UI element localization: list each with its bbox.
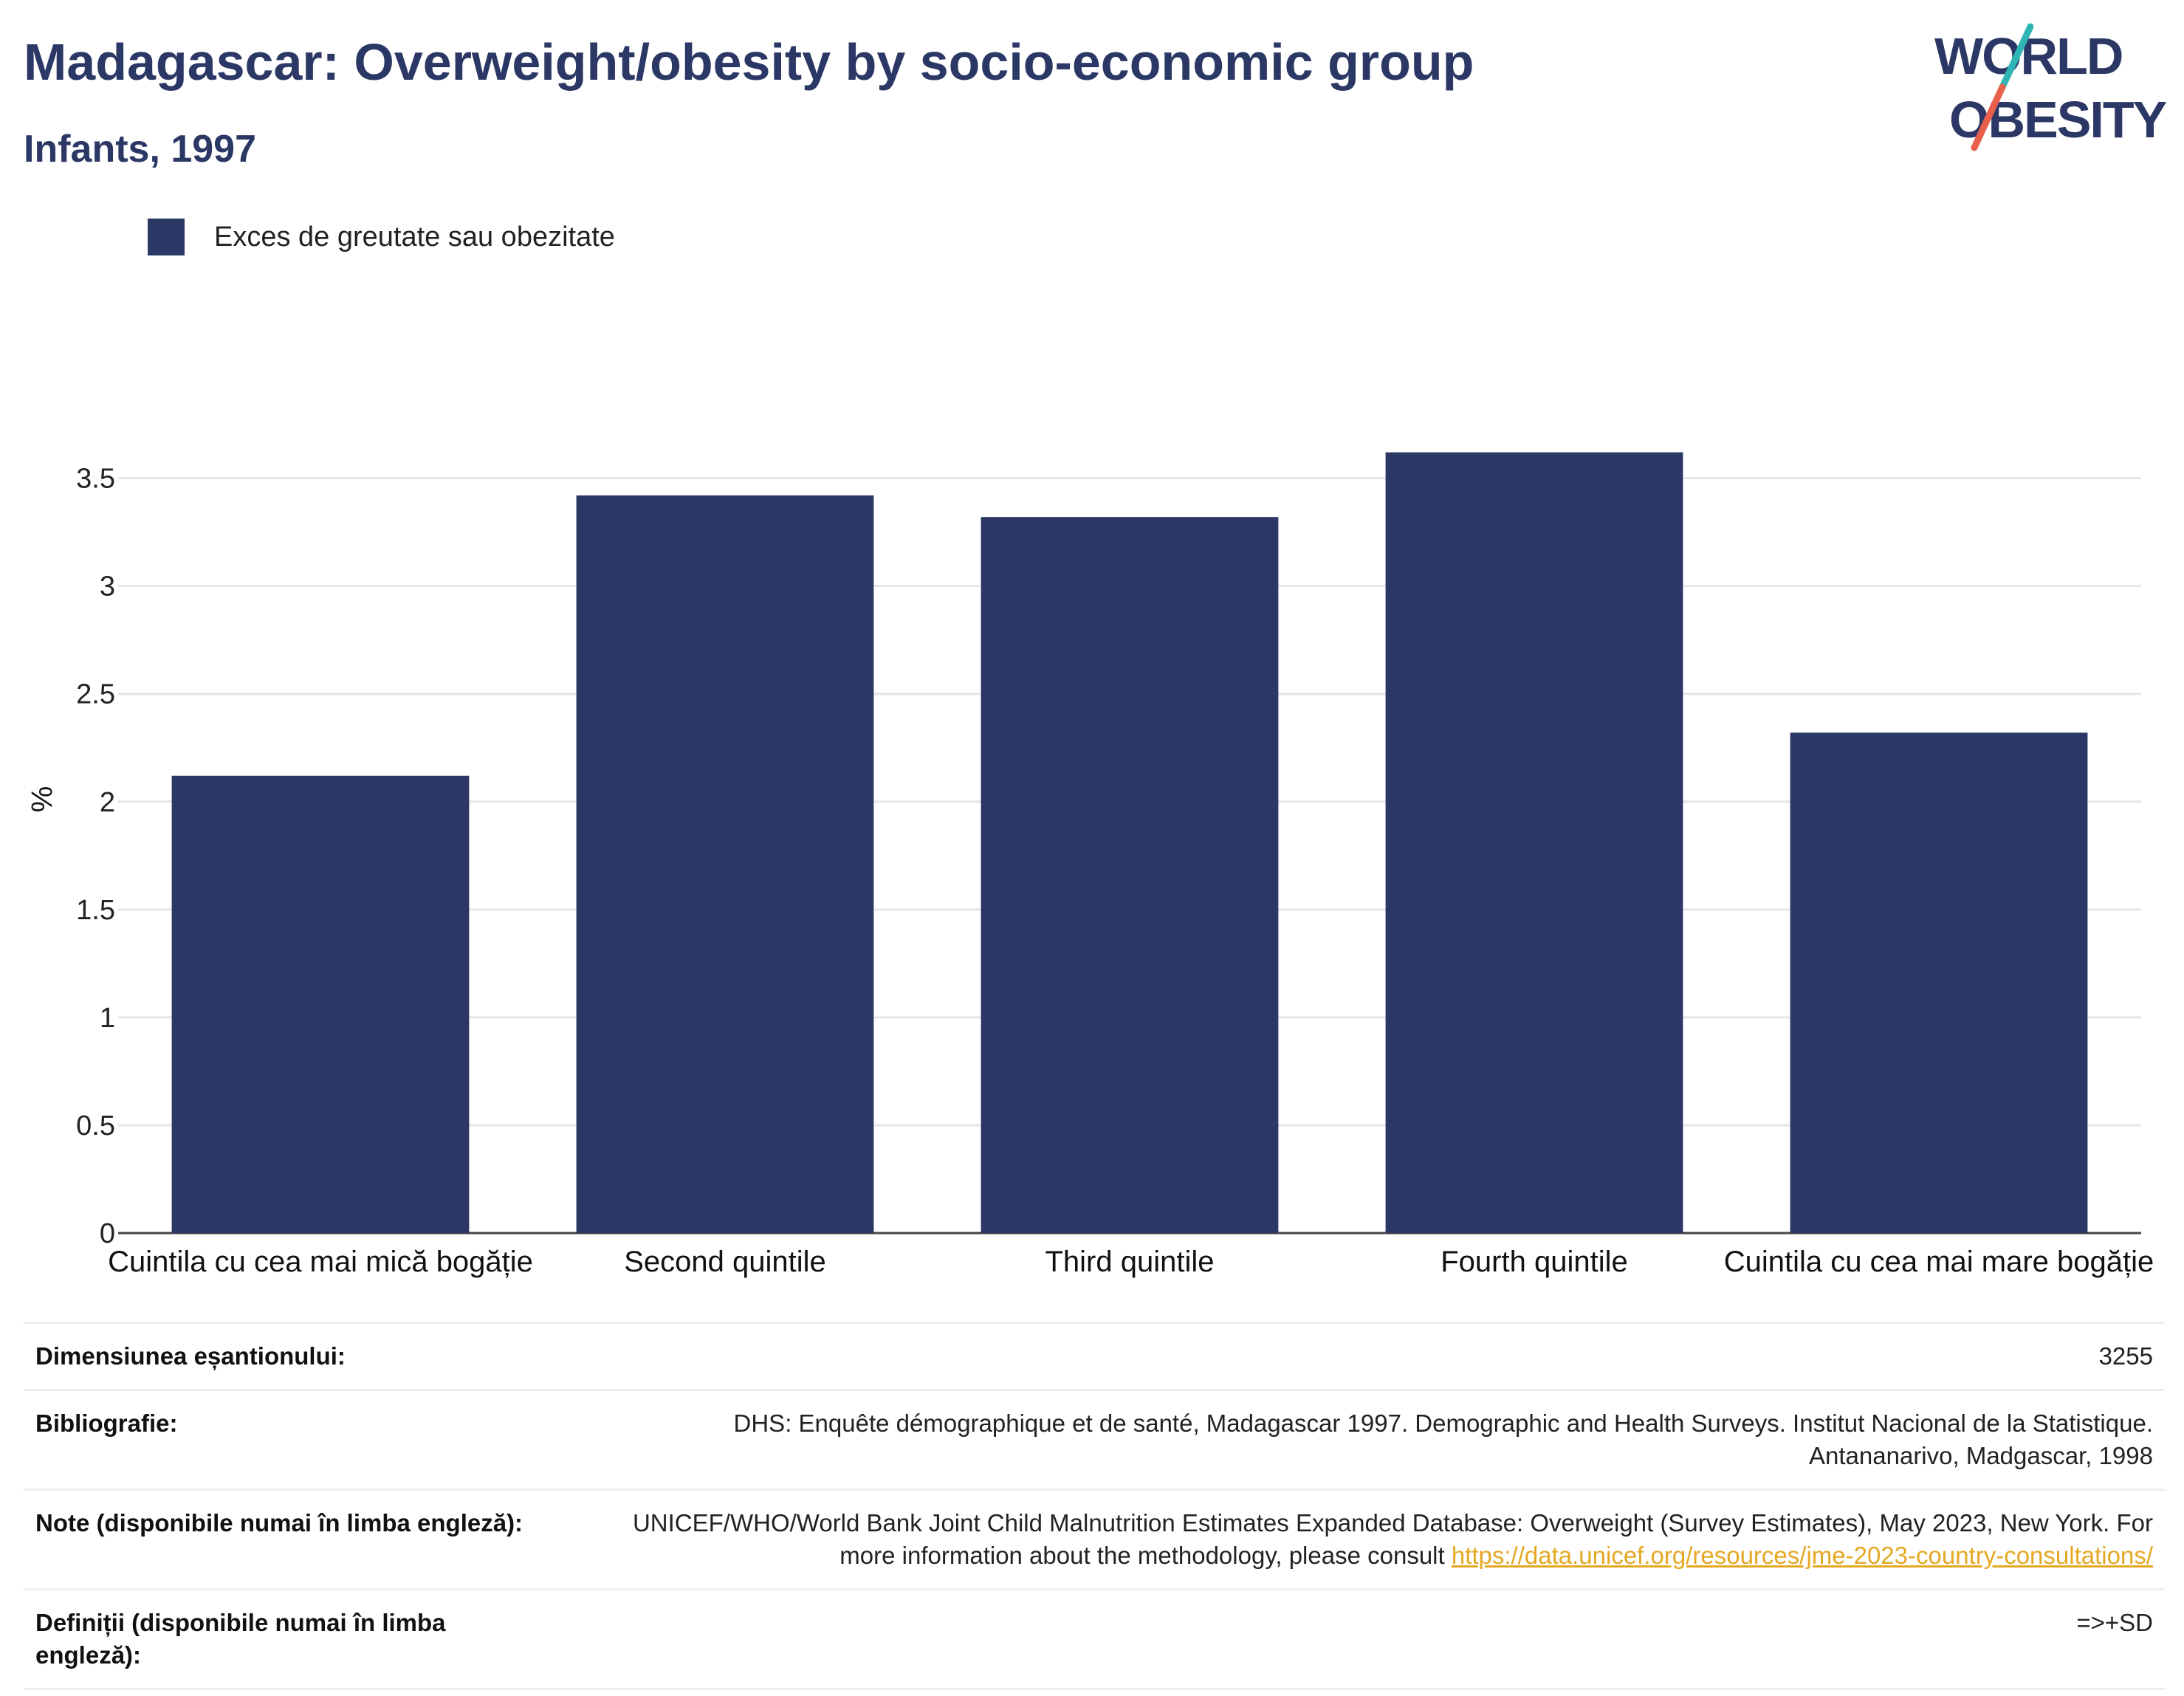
bar-chart: 0 0.5 1 1.5 2 2.5 3 3.5 Cuintila cu cea mai mică…	[76, 452, 2154, 1278]
x-tick-label: Second quintile	[624, 1246, 826, 1278]
bar	[171, 775, 470, 1233]
bar	[1790, 732, 2088, 1233]
y-tick-label: 0	[100, 1218, 115, 1249]
x-tick-label: Cuintila cu cea mai mică bogăție	[108, 1246, 533, 1278]
info-row-definitions: Definiții (disponibile numai în limba en…	[24, 1590, 2165, 1690]
sample-size-value: 3255	[2098, 1342, 2153, 1370]
info-table: Dimensiunea eșantionului: 3255 Bibliogra…	[24, 1322, 2165, 1690]
bibliography-label: Bibliografie:	[35, 1410, 178, 1437]
y-tick-label: 3	[100, 571, 115, 602]
notes-label: Note (disponibile numai în limba engleză…	[35, 1509, 523, 1537]
notes-value: UNICEF/WHO/World Bank Joint Child Malnut…	[602, 1507, 2153, 1572]
bibliography-value: DHS: Enquête démographique et de santé, …	[733, 1410, 2153, 1469]
y-tick-label: 3.5	[76, 464, 115, 495]
y-tick-label: 0.5	[76, 1110, 115, 1141]
y-tick-label: 2.5	[76, 679, 115, 710]
definitions-label: Definiții (disponibile numai în limba en…	[35, 1609, 446, 1669]
y-tick-label: 1.5	[76, 895, 115, 926]
sample-size-label: Dimensiunea eșantionului:	[35, 1342, 346, 1370]
x-tick-label: Fourth quintile	[1440, 1246, 1627, 1278]
methodology-link[interactable]: https://data.unicef.org/resources/jme-20…	[1451, 1542, 2153, 1569]
bar	[1385, 452, 1683, 1233]
x-tick-label: Third quintile	[1045, 1246, 1214, 1278]
world-obesity-logo: WORLD OBESITY	[1934, 23, 2168, 151]
definitions-value: =>+SD	[2076, 1609, 2153, 1636]
info-row-bibliography: Bibliografie: DHS: Enquête démographique…	[24, 1391, 2165, 1491]
bar	[576, 495, 874, 1233]
legend-label: Exces de greutate sau obezitate	[214, 221, 615, 253]
chart-title: Madagascar: Overweight/obesity by socio-…	[24, 33, 1474, 91]
legend-swatch	[148, 219, 185, 255]
legend: Exces de greutate sau obezitate	[148, 219, 615, 255]
chart-subtitle: Infants, 1997	[24, 128, 257, 171]
bar	[981, 517, 1279, 1233]
y-tick-label: 1	[100, 1003, 115, 1034]
svg-text:OBESITY: OBESITY	[1949, 91, 2167, 148]
notes-text: UNICEF/WHO/World Bank Joint Child Malnut…	[632, 1509, 2153, 1569]
info-row-sample: Dimensiunea eșantionului: 3255	[24, 1324, 2165, 1391]
info-row-notes: Note (disponibile numai în limba engleză…	[24, 1491, 2165, 1590]
x-tick-label: Cuintila cu cea mai mare bogăție	[1724, 1246, 2154, 1278]
y-tick-label: 2	[100, 787, 115, 818]
